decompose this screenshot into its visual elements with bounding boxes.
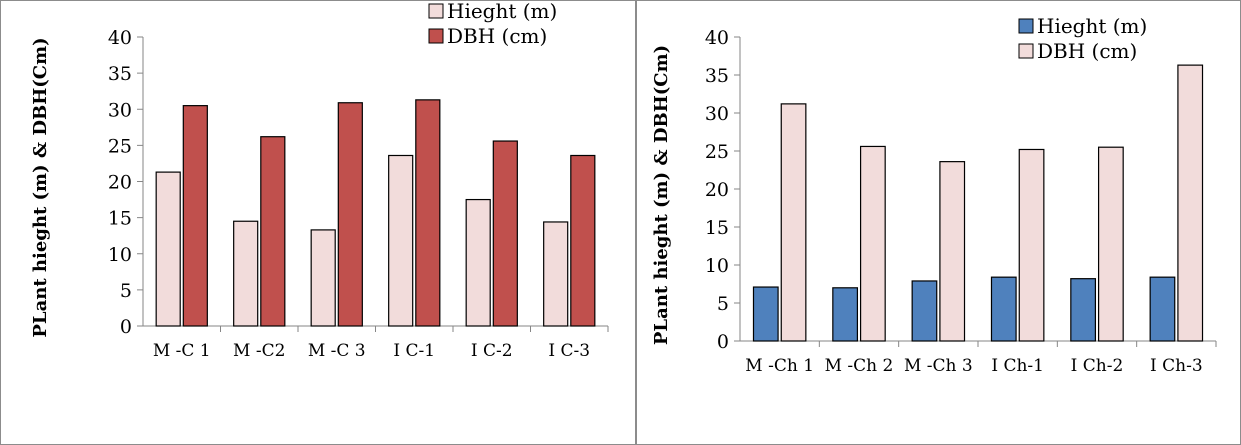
bar-dbh (1177, 64, 1204, 342)
y-tick-label: 0 (717, 331, 729, 353)
legend-label: Hieght (m) (447, 0, 557, 23)
x-category-label: M -Ch 3 (904, 356, 973, 376)
bar-height (1070, 278, 1097, 342)
x-category-label: M -C 3 (308, 341, 366, 361)
x-category-label: I C-2 (471, 341, 513, 361)
bar-height (310, 229, 336, 327)
y-tick-label: 25 (108, 135, 132, 157)
bar-height (990, 276, 1017, 342)
legend-label: DBH (cm) (447, 24, 547, 48)
y-tick-label: 30 (108, 99, 132, 121)
bar-dbh (1018, 148, 1045, 342)
y-tick-label: 5 (717, 293, 729, 315)
y-axis-title: PLant hieght (m) & DBH(Cm) (651, 45, 672, 345)
y-tick-label: 35 (108, 63, 132, 85)
x-category-label: I Ch-2 (1071, 356, 1124, 376)
y-tick-label: 20 (108, 172, 132, 194)
legend-swatch (1018, 18, 1034, 34)
legend-swatch (428, 28, 444, 44)
x-category-label: I Ch-3 (1150, 356, 1203, 376)
chart-panel-right: 0 5 10 15 20 25 30 35 40 PLant hieght (m) & DBH(C… (636, 0, 1241, 445)
chart-panel-left: 0 5 10 15 20 25 30 35 40 PLant hieght (m) & DBH(C… (0, 0, 636, 445)
x-category-label: I C-1 (393, 341, 435, 361)
chart-frame (0, 0, 636, 445)
y-tick-label: 25 (705, 141, 729, 163)
bar-height (1149, 276, 1176, 342)
x-category-label: M -Ch 1 (745, 356, 814, 376)
bar-chart-right: 0 5 10 15 20 25 30 35 40 PLant hieght (m) & DBH(C… (636, 0, 1241, 445)
y-tick-label: 15 (705, 217, 729, 239)
y-tick-label: 20 (705, 179, 729, 201)
y-tick-label: 10 (705, 255, 729, 277)
bar-dbh (415, 99, 441, 327)
bar-height (543, 221, 569, 327)
y-axis-title: PLant hieght (m) & DBH(Cm) (30, 37, 51, 337)
bar-height (752, 286, 779, 342)
bar-chart-left: 0 5 10 15 20 25 30 35 40 PLant hieght (m) & DBH(C… (0, 0, 636, 445)
x-category-label: M -C 1 (153, 341, 211, 361)
y-tick-label: 40 (705, 27, 729, 49)
bar-height (465, 198, 491, 327)
y-tick-label: 40 (108, 27, 132, 49)
legend-label: DBH (cm) (1037, 39, 1137, 63)
bar-height (388, 154, 414, 327)
bar-dbh (570, 154, 596, 327)
bar-dbh (337, 102, 363, 327)
y-tick-label: 5 (120, 280, 132, 302)
legend-label: Hieght (m) (1037, 14, 1147, 38)
bar-dbh (939, 161, 966, 342)
x-category-label: M -Ch 2 (825, 356, 894, 376)
x-category-label: I C-3 (548, 341, 590, 361)
bar-height (911, 280, 938, 342)
bar-dbh (1097, 146, 1124, 342)
y-tick-label: 30 (705, 103, 729, 125)
y-tick-label: 0 (120, 316, 132, 338)
x-category-label: M -C2 (233, 341, 285, 361)
y-tick-label: 35 (705, 65, 729, 87)
bar-dbh (780, 103, 807, 342)
bar-dbh (492, 140, 518, 327)
x-category-label: I Ch-1 (991, 356, 1044, 376)
legend-swatch (1018, 43, 1034, 59)
bar-dbh (260, 136, 286, 327)
bar-height (155, 171, 181, 327)
bar-height (832, 287, 859, 342)
bar-height (233, 220, 259, 327)
y-tick-label: 15 (108, 208, 132, 230)
bar-dbh (859, 145, 886, 342)
legend-swatch (428, 3, 444, 19)
bar-dbh (182, 105, 208, 327)
y-tick-label: 10 (108, 244, 132, 266)
